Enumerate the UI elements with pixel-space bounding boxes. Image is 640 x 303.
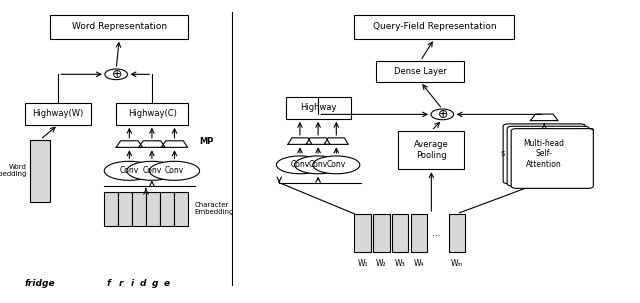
- Text: f: f: [107, 279, 111, 288]
- Text: Query-Field Representation: Query-Field Representation: [372, 22, 496, 31]
- Bar: [373, 214, 390, 252]
- Bar: [411, 214, 428, 252]
- Ellipse shape: [294, 156, 342, 174]
- Bar: [285, 97, 351, 119]
- FancyBboxPatch shape: [503, 124, 586, 184]
- Bar: [25, 102, 91, 125]
- Text: d: d: [140, 279, 147, 288]
- Text: Conv: Conv: [142, 166, 161, 175]
- Circle shape: [431, 109, 454, 120]
- Text: Conv: Conv: [326, 160, 346, 169]
- Text: i: i: [131, 279, 133, 288]
- Bar: [449, 214, 465, 252]
- Text: Character
Embedding: Character Embedding: [195, 202, 234, 215]
- Polygon shape: [139, 141, 165, 147]
- Text: Multi-head
Self-
Attention: Multi-head Self- Attention: [524, 139, 564, 169]
- Text: Word
Embedding: Word Embedding: [0, 164, 27, 177]
- Text: Average
Pooling: Average Pooling: [414, 140, 449, 160]
- Text: W₃: W₃: [395, 259, 406, 268]
- Bar: [392, 214, 408, 252]
- FancyBboxPatch shape: [511, 129, 593, 188]
- Text: W₁: W₁: [357, 259, 368, 268]
- Ellipse shape: [149, 161, 200, 180]
- Text: W₂: W₂: [376, 259, 387, 268]
- Bar: [132, 191, 146, 226]
- Text: $\oplus$: $\oplus$: [436, 108, 448, 121]
- Text: Wₘ: Wₘ: [451, 259, 463, 268]
- Polygon shape: [324, 138, 348, 144]
- Text: MP: MP: [580, 128, 595, 137]
- Bar: [174, 191, 188, 226]
- Text: Highway(W): Highway(W): [33, 109, 84, 118]
- Bar: [355, 214, 371, 252]
- Bar: [146, 191, 160, 226]
- Text: r: r: [118, 279, 123, 288]
- Bar: [116, 102, 188, 125]
- Bar: [118, 191, 132, 226]
- Bar: [160, 191, 174, 226]
- Ellipse shape: [313, 156, 360, 174]
- FancyBboxPatch shape: [507, 126, 589, 186]
- Text: fridge: fridge: [25, 279, 56, 288]
- Text: Conv: Conv: [291, 160, 310, 169]
- Text: Conv: Conv: [120, 166, 139, 175]
- Ellipse shape: [276, 156, 323, 174]
- Text: Word Representation: Word Representation: [72, 22, 167, 31]
- Polygon shape: [531, 114, 558, 121]
- Bar: [104, 191, 118, 226]
- Text: MP: MP: [200, 137, 214, 146]
- Text: Conv: Conv: [308, 160, 328, 169]
- Polygon shape: [161, 141, 188, 147]
- Ellipse shape: [127, 161, 177, 180]
- Text: Highway: Highway: [300, 103, 337, 112]
- Text: S: S: [500, 152, 505, 158]
- Bar: [398, 131, 464, 169]
- Bar: [30, 140, 51, 202]
- Bar: [376, 61, 464, 82]
- Text: $\oplus$: $\oplus$: [111, 68, 122, 81]
- Text: e: e: [163, 279, 170, 288]
- Text: Conv: Conv: [165, 166, 184, 175]
- Text: W₄: W₄: [414, 259, 424, 268]
- Text: ...: ...: [432, 229, 440, 238]
- Text: Dense Layer: Dense Layer: [394, 67, 447, 76]
- Bar: [355, 15, 515, 39]
- Bar: [51, 15, 188, 39]
- Polygon shape: [116, 141, 143, 147]
- Text: g: g: [152, 279, 158, 288]
- Polygon shape: [306, 138, 330, 144]
- Text: Highway(C): Highway(C): [128, 109, 177, 118]
- Circle shape: [105, 69, 127, 80]
- Polygon shape: [288, 138, 312, 144]
- Ellipse shape: [104, 161, 154, 180]
